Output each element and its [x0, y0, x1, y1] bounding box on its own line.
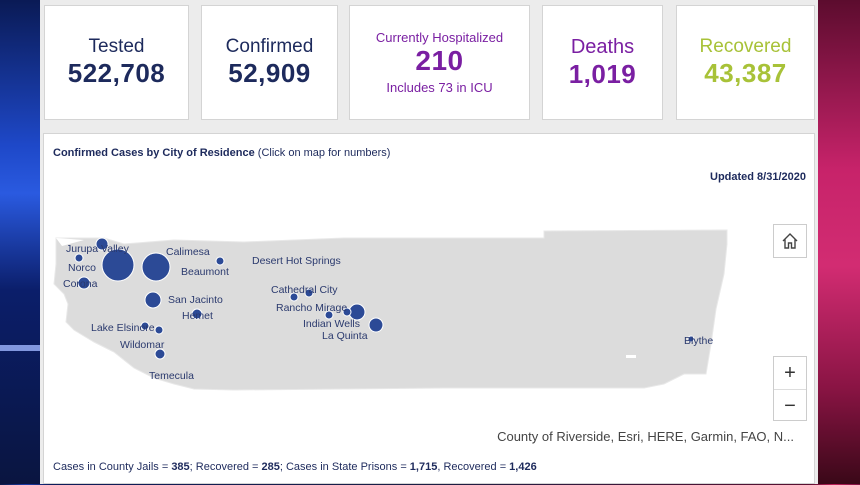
prisons-label: ; Cases in State Prisons =	[279, 461, 410, 473]
city-label: Rancho Mirage	[276, 302, 347, 314]
confirmed-card: Confirmed 52,909	[201, 5, 338, 120]
bubble-la-quinta[interactable]	[368, 317, 384, 333]
bubble-calimesa[interactable]	[141, 252, 171, 282]
recovered-label: Recovered	[699, 36, 792, 57]
bubble-jurupa-small[interactable]	[95, 237, 109, 251]
city-label: Calimesa	[166, 246, 210, 258]
city-labels: Jurupa Valley Calimesa Norco Beaumont Co…	[63, 243, 713, 382]
bubble-perris[interactable]	[140, 321, 150, 331]
jails-recovered-label: ; Recovered =	[189, 461, 262, 473]
county-map[interactable]: Jurupa Valley Calimesa Norco Beaumont Co…	[44, 134, 816, 485]
tested-label: Tested	[88, 36, 145, 57]
bubble-jurupa-valley[interactable]	[101, 248, 135, 282]
county-shape[interactable]	[53, 229, 728, 391]
city-label: Hemet	[182, 310, 213, 322]
icu-note: Includes 73 in ICU	[386, 80, 493, 95]
bubble-rancho-mirage[interactable]	[324, 310, 334, 320]
hospitalized-card: Currently Hospitalized 210 Includes 73 i…	[349, 5, 530, 120]
bubble-corona[interactable]	[77, 276, 91, 290]
city-label: Norco	[68, 262, 96, 274]
jails-recovered: 285	[261, 461, 280, 473]
bubble-desert-hot-springs[interactable]	[304, 288, 314, 298]
deaths-value: 1,019	[568, 58, 637, 89]
jails-cases: 385	[171, 461, 190, 473]
background-right	[814, 0, 860, 484]
bubble-wildomar[interactable]	[154, 348, 166, 360]
city-bubbles[interactable]	[74, 237, 695, 360]
deaths-label: Deaths	[570, 35, 635, 58]
recovered-value: 43,387	[704, 58, 787, 88]
zoom-control: + −	[773, 356, 807, 421]
city-label: Desert Hot Springs	[252, 255, 341, 267]
bubble-norco[interactable]	[74, 253, 84, 263]
city-label: Cathedral City	[271, 284, 338, 296]
map-title-note: (Click on map for numbers)	[254, 147, 391, 159]
deaths-card: Deaths 1,019	[542, 5, 663, 120]
prisons-recovered-label: , Recovered =	[437, 461, 510, 473]
city-label: Corona	[63, 278, 98, 290]
bubble-san-jacinto[interactable]	[144, 291, 162, 309]
city-label: Jurupa Valley	[66, 243, 130, 255]
city-label: Lake Elsinore	[91, 322, 155, 334]
home-button[interactable]	[773, 224, 807, 258]
recovered-card: Recovered 43,387	[676, 5, 815, 120]
prisons-cases: 1,715	[409, 461, 438, 473]
hospitalized-value: 210	[415, 45, 464, 76]
map-attribution: County of Riverside, Esri, HERE, Garmin,…	[497, 429, 794, 444]
map-title: Confirmed Cases by City of Residence (Cl…	[53, 147, 390, 159]
tested-card: Tested 522,708	[44, 5, 189, 120]
city-label: Beaumont	[181, 266, 229, 278]
confirmed-label: Confirmed	[225, 36, 314, 57]
city-label: Indian Wells	[303, 318, 360, 330]
updated-date: Updated 8/31/2020	[710, 171, 806, 183]
map-title-bold: Confirmed Cases by City of Residence	[53, 147, 255, 159]
confirmed-value: 52,909	[228, 58, 311, 88]
bubble-cathedral-city[interactable]	[289, 292, 299, 302]
bubble-lake-elsinore[interactable]	[154, 325, 164, 335]
city-label: Wildomar	[120, 339, 165, 351]
bubble-indian-wells[interactable]	[342, 307, 352, 317]
city-label: Temecula	[149, 370, 194, 382]
hospitalized-label: Currently Hospitalized	[375, 30, 504, 45]
prisons-recovered: 1,426	[509, 461, 537, 473]
zoom-out-button[interactable]: −	[784, 394, 796, 417]
map-panel: Confirmed Cases by City of Residence (Cl…	[43, 133, 815, 484]
city-label: La Quinta	[322, 330, 368, 342]
city-label: San Jacinto	[168, 294, 223, 306]
zoom-in-button[interactable]: +	[774, 357, 806, 390]
bubble-beaumont[interactable]	[215, 256, 225, 266]
bubble-hemet[interactable]	[191, 308, 203, 320]
bubble-blythe[interactable]	[687, 335, 695, 343]
jails-label: Cases in County Jails =	[53, 461, 172, 473]
footer-stats: Cases in County Jails = 385; Recovered =…	[53, 461, 537, 473]
background-left	[0, 0, 44, 484]
tested-value: 522,708	[67, 58, 166, 88]
city-label: Blythe	[684, 335, 713, 347]
home-icon	[782, 233, 798, 249]
